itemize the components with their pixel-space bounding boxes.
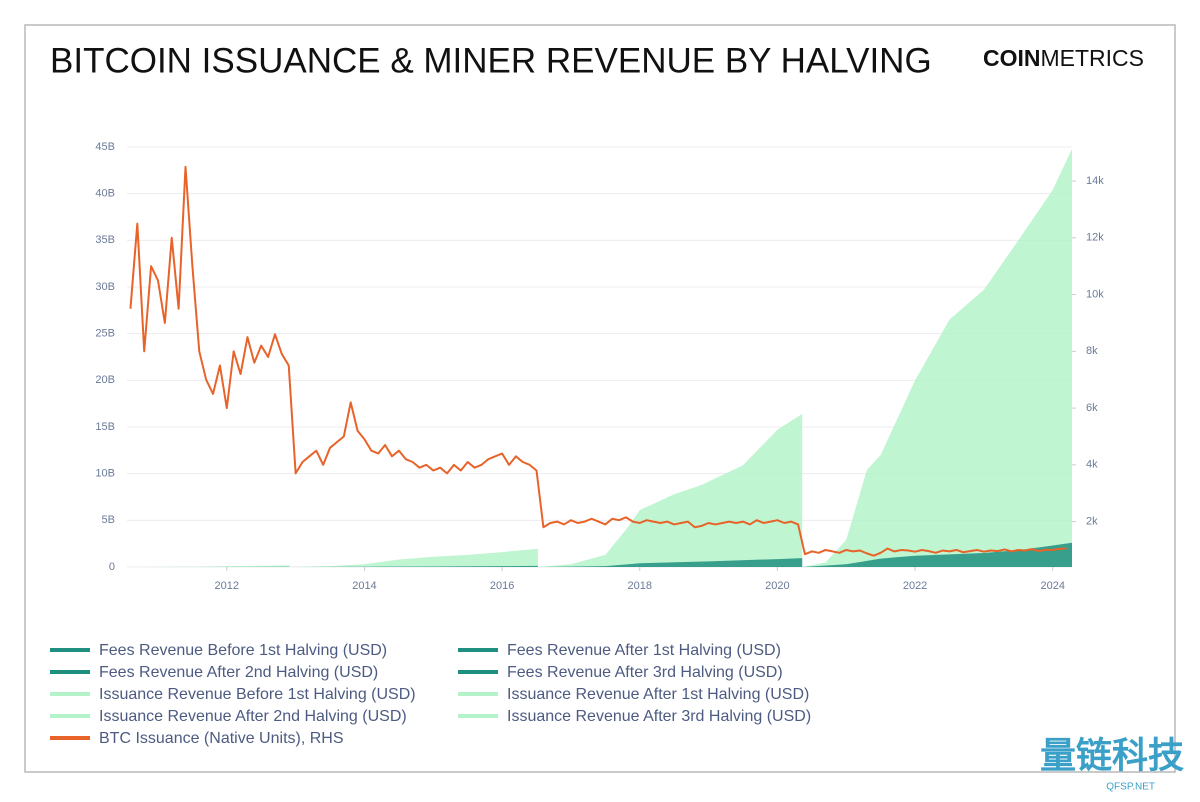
- legend-label: Issuance Revenue After 1st Halving (USD): [507, 686, 809, 703]
- y2-tick-label: 2k: [1086, 516, 1098, 528]
- y-tick-label: 5B: [102, 514, 115, 526]
- x-tick-label: 2024: [1040, 580, 1064, 592]
- legend-label: BTC Issuance (Native Units), RHS: [99, 730, 344, 747]
- y-tick-label: 10B: [95, 468, 115, 480]
- y2-tick-label: 4k: [1086, 459, 1098, 471]
- x-tick-label: 2014: [352, 580, 376, 592]
- y2-tick-label: 6k: [1086, 402, 1098, 414]
- legend-label: Issuance Revenue After 3rd Halving (USD): [507, 708, 811, 725]
- y-tick-label: 35B: [95, 234, 115, 246]
- watermark: 量链科技: [1040, 735, 1184, 776]
- brand-light: METRICS: [1041, 45, 1145, 71]
- plot: 0 5B 10B 15B 20B 25B 30B 35B 40B 45B 2k 4k 6k 8k 10k 12…: [95, 141, 1104, 592]
- x-tick-label: 2016: [490, 580, 514, 592]
- area: [802, 149, 1072, 567]
- chart-title: BITCOIN ISSUANCE & MINER REVENUE BY HALV…: [50, 41, 932, 80]
- area: [289, 549, 537, 567]
- y-tick-label: 30B: [95, 281, 115, 293]
- y2-tick-label: 14k: [1086, 175, 1104, 187]
- legend-label: Fees Revenue After 2nd Halving (USD): [99, 664, 378, 681]
- watermark-sub: QFSP.NET: [1106, 782, 1155, 793]
- y-tick-label: 20B: [95, 374, 115, 386]
- y-tick-label: 45B: [95, 141, 115, 153]
- brand-logo: COINMETRICS: [983, 45, 1144, 71]
- y-tick-label: 25B: [95, 328, 115, 340]
- legend: Fees Revenue Before 1st Halving (USD) Fee…: [50, 642, 811, 747]
- y2-tick-label: 12k: [1086, 232, 1104, 244]
- y-tick-label: 0: [109, 561, 115, 573]
- legend-label: Issuance Revenue After 2nd Halving (USD): [99, 708, 407, 725]
- x-tick-label: 2018: [628, 580, 652, 592]
- x-tick-label: 2020: [765, 580, 789, 592]
- area: [538, 414, 802, 567]
- y-tick-label: 15B: [95, 421, 115, 433]
- y2-tick-label: 8k: [1086, 345, 1098, 357]
- y2-tick-label: 10k: [1086, 288, 1104, 300]
- legend-label: Fees Revenue After 3rd Halving (USD): [507, 664, 783, 681]
- x-tick-label: 2022: [903, 580, 927, 592]
- legend-label: Issuance Revenue Before 1st Halving (USD…: [99, 686, 416, 703]
- legend-label: Fees Revenue Before 1st Halving (USD): [99, 642, 387, 659]
- x-tick-label: 2012: [215, 580, 239, 592]
- legend-label: Fees Revenue After 1st Halving (USD): [507, 642, 781, 659]
- y-tick-label: 40B: [95, 188, 115, 200]
- brand-bold: COIN: [983, 45, 1041, 71]
